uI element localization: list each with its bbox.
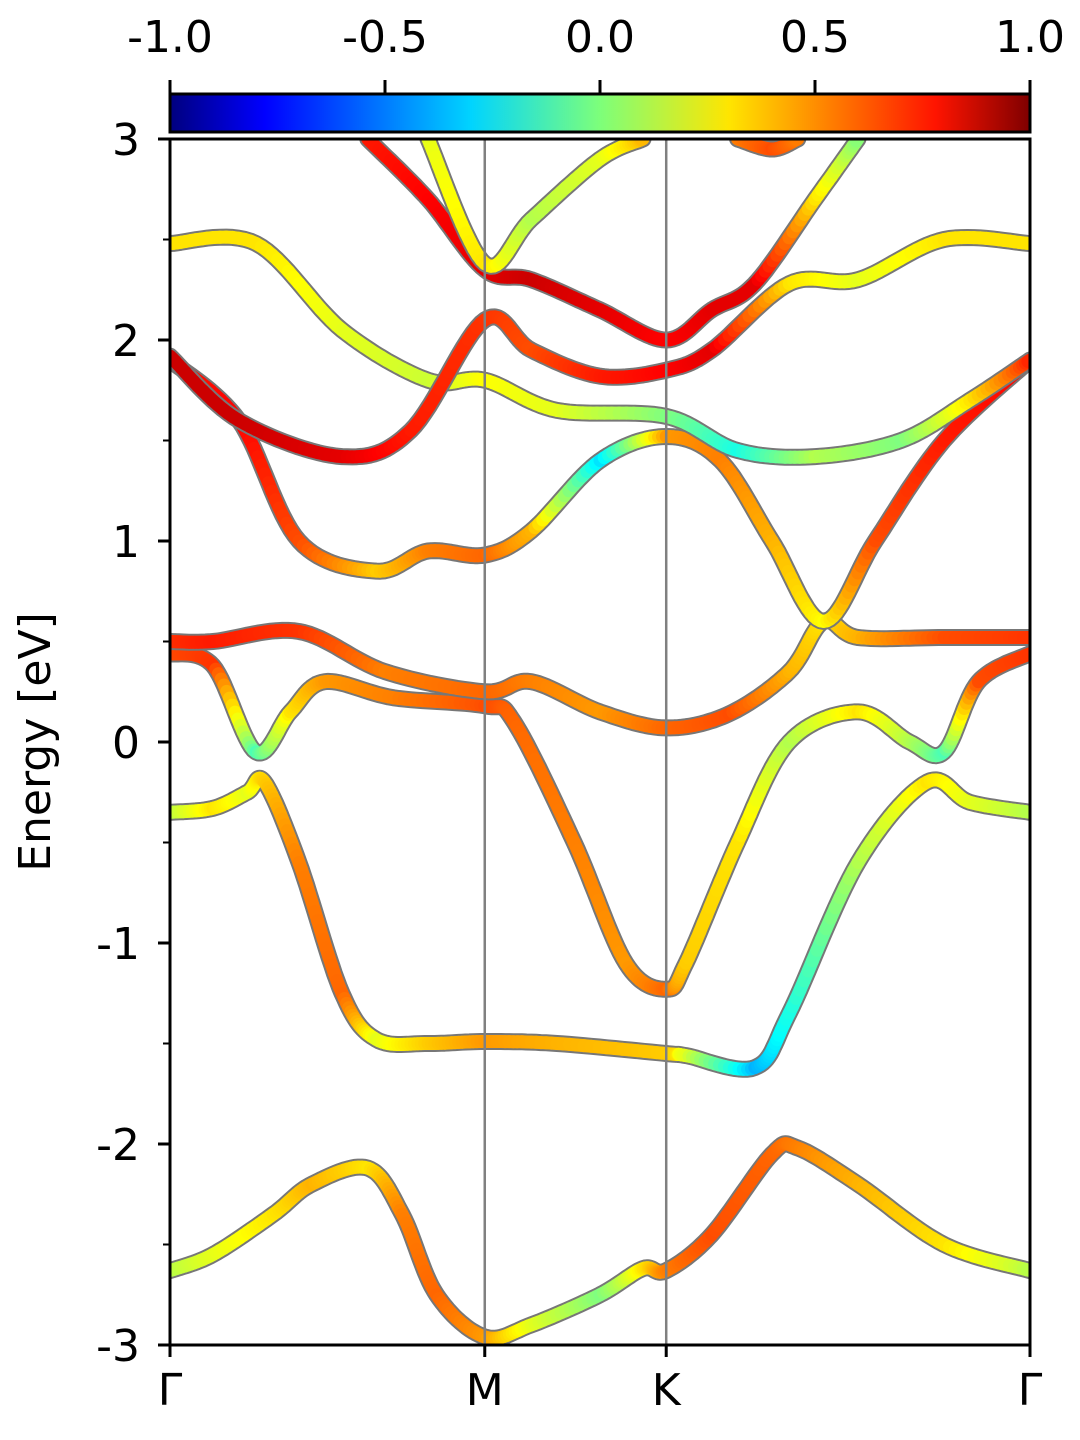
x-tick-label: Γ [158, 1365, 183, 1416]
y-tick-label: 0 [112, 718, 140, 769]
colorbar-tick-label: -0.5 [342, 12, 428, 63]
band-3 [170, 645, 1030, 998]
band-lines [170, 139, 1030, 1345]
band-5 [170, 351, 1030, 630]
y-tick-label: -1 [96, 919, 140, 970]
y-tick-label: -2 [96, 1120, 140, 1171]
colorbar-tick-label: -1.0 [127, 12, 213, 63]
band-6 [170, 228, 1030, 466]
y-axis: -3 -2 -1 0 1 2 3 [96, 115, 170, 1372]
band-outline [170, 1135, 1030, 1345]
y-tick-label: 3 [112, 115, 140, 166]
x-tick-label: K [652, 1365, 682, 1416]
colorbar [168, 92, 1032, 134]
x-tick-label: M [466, 1365, 504, 1416]
band-outline [170, 229, 1030, 466]
colorbar-tick-label: 0.0 [565, 12, 635, 63]
band-7 [170, 229, 1030, 466]
colorbar-tick-label: 0.5 [780, 12, 850, 63]
y-tick-label: -3 [96, 1321, 140, 1372]
high-symmetry-lines [483, 139, 668, 1345]
y-tick-label: 2 [112, 316, 140, 367]
band-9 [419, 139, 652, 275]
x-tick-label: Γ [1018, 1365, 1043, 1416]
band-2 [170, 769, 1030, 1078]
colorbar-tick-label: 1.0 [995, 12, 1065, 63]
band-outline [170, 228, 1030, 466]
band-1 [170, 1135, 1030, 1345]
y-axis-title: Energy [eV] [10, 612, 61, 872]
colorbar-ticks: -1.0 -0.5 0.0 0.5 1.0 [127, 12, 1065, 94]
y-tick-label: 1 [112, 517, 140, 568]
